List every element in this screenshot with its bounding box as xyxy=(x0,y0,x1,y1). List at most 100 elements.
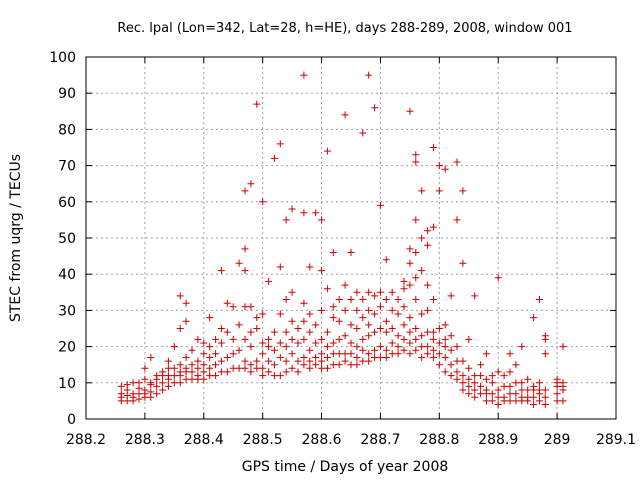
gridlines xyxy=(86,57,616,419)
data-point xyxy=(482,397,490,405)
data-point xyxy=(382,317,390,325)
data-point xyxy=(535,386,543,394)
data-point xyxy=(471,372,479,380)
data-point xyxy=(247,180,255,188)
data-point xyxy=(447,332,455,340)
data-point xyxy=(406,350,414,358)
data-point xyxy=(347,339,355,347)
data-point xyxy=(506,397,514,405)
data-point xyxy=(288,335,296,343)
data-point xyxy=(147,388,155,396)
data-point xyxy=(253,364,261,372)
data-point xyxy=(329,339,337,347)
data-point xyxy=(288,288,296,296)
x-tick-label: 288.9 xyxy=(478,432,518,448)
data-point xyxy=(229,364,237,372)
data-point xyxy=(382,296,390,303)
data-point xyxy=(512,397,520,405)
data-point xyxy=(229,350,237,358)
y-tick-label: 60 xyxy=(58,195,76,211)
y-tick-label: 10 xyxy=(58,376,76,392)
data-point xyxy=(453,368,461,376)
data-point xyxy=(241,303,249,311)
data-point xyxy=(524,375,532,383)
x-tick-label: 288.2 xyxy=(66,432,106,448)
data-point xyxy=(164,372,172,380)
data-point xyxy=(329,361,337,369)
data-point xyxy=(153,372,161,380)
data-point xyxy=(276,372,284,380)
data-point xyxy=(371,328,379,336)
data-point xyxy=(412,335,420,343)
y-tick-label: 90 xyxy=(58,86,76,102)
data-point xyxy=(294,339,302,347)
data-point xyxy=(312,361,320,369)
data-point xyxy=(353,306,361,314)
data-point xyxy=(471,379,479,387)
data-point xyxy=(200,375,208,383)
data-point xyxy=(247,361,255,369)
data-point xyxy=(359,335,367,343)
y-tick-label: 40 xyxy=(58,267,76,283)
data-point xyxy=(265,335,273,343)
data-point xyxy=(376,325,384,332)
data-point xyxy=(435,187,443,195)
data-point xyxy=(288,350,296,358)
data-point xyxy=(424,281,432,289)
data-point xyxy=(153,390,161,398)
data-point xyxy=(412,216,420,224)
data-point xyxy=(135,379,143,387)
data-point xyxy=(435,339,443,347)
data-point xyxy=(400,303,408,311)
data-point xyxy=(312,354,320,361)
data-point xyxy=(276,354,284,361)
data-point xyxy=(541,332,549,340)
y-tick-label: 70 xyxy=(58,159,76,175)
data-point xyxy=(347,361,355,369)
data-point xyxy=(441,368,449,376)
data-point xyxy=(223,299,231,307)
data-point xyxy=(200,361,208,369)
data-point xyxy=(494,368,502,376)
data-point xyxy=(482,386,490,394)
data-point xyxy=(323,328,331,336)
data-point xyxy=(459,259,467,267)
data-point xyxy=(541,350,549,358)
data-point xyxy=(270,328,278,336)
data-point xyxy=(512,390,520,398)
data-point xyxy=(447,361,455,369)
data-point xyxy=(217,357,225,365)
data-point xyxy=(312,321,320,329)
data-point xyxy=(388,350,396,358)
data-point xyxy=(518,393,526,401)
data-point xyxy=(371,104,379,112)
data-point xyxy=(524,393,532,401)
data-point xyxy=(335,296,343,303)
data-point xyxy=(206,372,214,380)
data-point xyxy=(494,274,502,282)
data-point xyxy=(288,205,296,213)
data-point xyxy=(524,386,532,394)
data-point xyxy=(453,343,461,351)
data-point xyxy=(170,372,178,380)
data-point xyxy=(382,256,390,264)
data-point xyxy=(530,382,538,390)
data-point xyxy=(376,201,384,209)
data-point xyxy=(441,354,449,361)
data-point xyxy=(300,317,308,325)
data-point xyxy=(424,241,432,249)
data-point xyxy=(241,267,249,275)
data-point xyxy=(318,350,326,358)
data-point xyxy=(341,281,349,289)
data-point xyxy=(341,350,349,358)
data-points xyxy=(117,71,567,408)
data-point xyxy=(235,364,243,372)
data-point xyxy=(129,390,137,398)
data-point xyxy=(212,350,220,358)
axis-ticks xyxy=(85,56,617,420)
data-point xyxy=(206,354,214,361)
data-point xyxy=(253,325,261,332)
x-tick-label: 289.1 xyxy=(596,432,636,448)
data-point xyxy=(353,354,361,361)
data-point xyxy=(406,314,414,322)
